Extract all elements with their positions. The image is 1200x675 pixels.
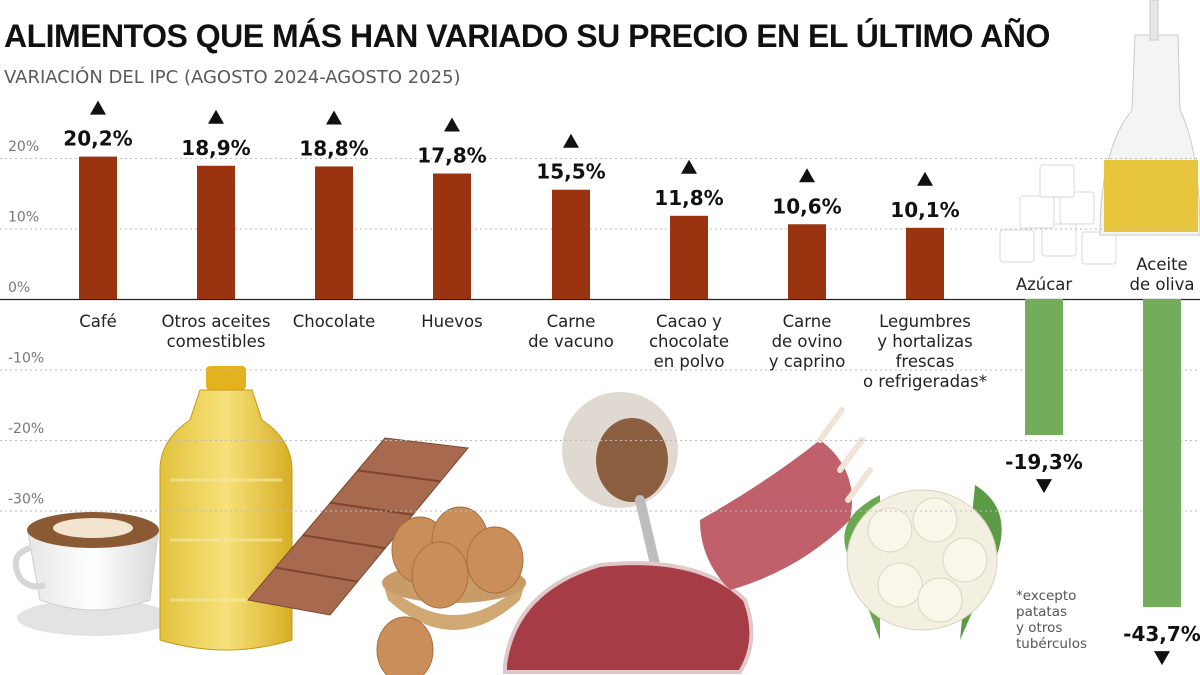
sugar-cubes-illustration <box>999 164 1117 265</box>
svg-text:Azúcar: Azúcar <box>1016 275 1073 294</box>
svg-text:Chocolate: Chocolate <box>293 312 376 331</box>
y-tick-label: -10% <box>8 351 44 367</box>
up-arrow-icon <box>444 117 460 132</box>
down-arrow-icon <box>1154 651 1170 666</box>
bar <box>197 165 235 299</box>
up-arrow-icon <box>681 159 697 174</box>
gridlines: 20% 10% 0% -10% -20% -30% <box>0 139 1200 512</box>
svg-text:frescas: frescas <box>896 352 955 371</box>
value-label: 20,2% <box>63 127 132 151</box>
chocolate-bar-illustration <box>247 437 469 616</box>
up-arrow-icon <box>326 110 342 125</box>
bar <box>79 156 117 299</box>
bars <box>79 156 1181 608</box>
y-tick-label: -30% <box>8 492 44 508</box>
svg-text:de ovino: de ovino <box>772 332 843 351</box>
value-label: 18,9% <box>181 136 250 160</box>
up-arrow-icon <box>90 100 106 115</box>
value-label: 18,8% <box>299 136 368 160</box>
up-arrow-icon <box>799 168 815 183</box>
svg-text:Cacao y: Cacao y <box>656 312 722 331</box>
svg-text:Otros aceites: Otros aceites <box>162 312 271 331</box>
value-label: 11,8% <box>654 186 723 210</box>
coffee-cup-illustration <box>12 512 173 636</box>
bar <box>906 227 944 299</box>
y-tick-label: 0% <box>8 280 30 296</box>
value-label: 15,5% <box>536 160 605 184</box>
olive-oil-carafe-illustration <box>1099 0 1200 236</box>
value-label: 10,6% <box>772 194 841 218</box>
y-tick-label: -20% <box>8 421 44 437</box>
svg-text:Carne: Carne <box>783 312 832 331</box>
bar <box>1025 299 1063 436</box>
value-label: 17,8% <box>417 144 486 168</box>
cocoa-spoon-illustration <box>562 392 678 625</box>
svg-text:Huevos: Huevos <box>421 312 482 331</box>
down-arrow-icon <box>1036 479 1052 494</box>
value-label: -43,7% <box>1123 622 1200 646</box>
svg-text:chocolate: chocolate <box>649 332 729 351</box>
svg-text:de oliva: de oliva <box>1129 275 1194 294</box>
svg-text:comestibles: comestibles <box>167 332 266 351</box>
up-arrow-icon <box>208 109 224 124</box>
bar <box>433 173 471 299</box>
bar <box>1143 299 1181 608</box>
category-label: Chocolate <box>293 312 376 331</box>
beef-illustration <box>503 561 754 674</box>
chart-subtitle: VARIACIÓN DEL IPC (AGOSTO 2024-AGOSTO 20… <box>4 67 461 88</box>
y-tick-label: 10% <box>8 210 39 226</box>
footnote: *excepto patatas y otros tubérculos <box>1016 588 1088 652</box>
category-label: Azúcar <box>1016 275 1073 294</box>
cauliflower-illustration <box>844 485 1002 640</box>
up-arrow-icon <box>563 133 579 148</box>
svg-text:Aceite: Aceite <box>1136 255 1187 274</box>
bar <box>788 224 826 299</box>
up-arrow-icon <box>917 171 933 186</box>
category-label: Huevos <box>421 312 482 331</box>
svg-text:Carne: Carne <box>547 312 596 331</box>
category-label: Café <box>79 312 117 331</box>
svg-text:o refrigeradas*: o refrigeradas* <box>863 372 987 391</box>
chart-title: ALIMENTOS QUE MÁS HAN VARIADO SU PRECIO … <box>4 18 1050 54</box>
svg-text:y caprino: y caprino <box>769 352 846 371</box>
value-label: 10,1% <box>890 198 959 222</box>
bar <box>315 166 353 299</box>
oil-bottle-illustration <box>159 366 293 651</box>
food-illustrations <box>12 0 1200 675</box>
y-tick-label: 20% <box>8 139 39 155</box>
eggs-bowl-illustration <box>376 506 526 675</box>
bar <box>552 189 590 299</box>
svg-text:en polvo: en polvo <box>654 352 725 371</box>
svg-text:Café: Café <box>79 312 117 331</box>
svg-text:y hortalizas: y hortalizas <box>877 332 972 351</box>
svg-text:Legumbres: Legumbres <box>879 312 971 331</box>
lamb-ribs-illustration <box>700 407 873 590</box>
bar <box>670 215 708 299</box>
value-label: -19,3% <box>1005 450 1083 474</box>
svg-text:de vacuno: de vacuno <box>528 332 614 351</box>
